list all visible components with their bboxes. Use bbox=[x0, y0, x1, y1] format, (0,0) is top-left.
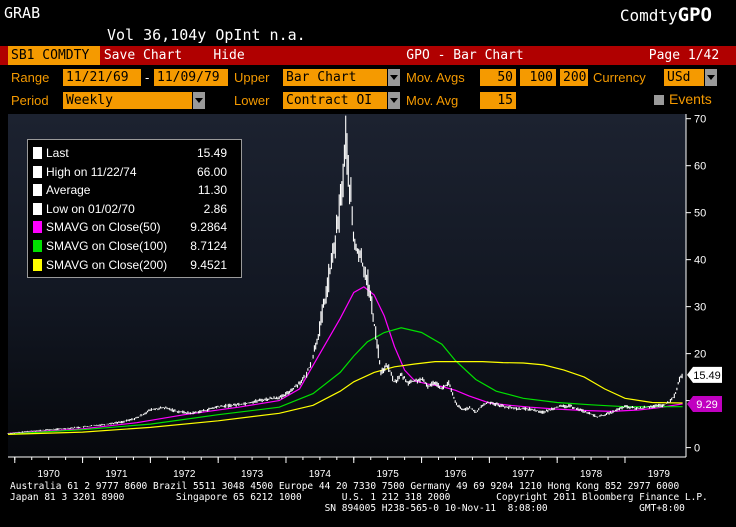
ma-series-line bbox=[7, 286, 683, 435]
y-tick-label: 0 bbox=[694, 443, 700, 455]
chart-legend: Last 15.49 High on 11/22/74 66.00 Average 11.… bbox=[27, 139, 242, 278]
range-label: Range bbox=[11, 70, 50, 85]
currency-label: Currency bbox=[593, 70, 646, 85]
y-tick-label: 20 bbox=[694, 349, 706, 361]
page-indicator: Page 1/42 bbox=[648, 48, 720, 63]
chevron-down-icon[interactable] bbox=[388, 92, 400, 109]
legend-value: 9.4521 bbox=[190, 257, 227, 272]
function-name: ComdtyGPO bbox=[620, 4, 712, 26]
save-chart-button[interactable]: Save Chart bbox=[103, 48, 183, 63]
mov-avg-3-input[interactable]: 200 bbox=[560, 69, 588, 86]
x-tick-label: 1979 bbox=[648, 469, 671, 480]
volume-line: Vol 36,104y OpInt n.a. bbox=[107, 26, 306, 44]
x-tick-label: 1970 bbox=[38, 469, 61, 480]
legend-value: 11.30 bbox=[197, 183, 227, 198]
period-select[interactable]: Weekly bbox=[63, 92, 192, 109]
x-tick-label: 1973 bbox=[241, 469, 264, 480]
legend-label: Last bbox=[46, 146, 69, 160]
mov-avg-label: Mov. Avg bbox=[406, 93, 459, 108]
lower-label: Lower bbox=[234, 93, 270, 108]
footer-line-3: SN 894005 H238-565-0 10-Nov-11 8:08:00 G… bbox=[10, 503, 685, 514]
legend-label: Low on 01/02/70 bbox=[46, 201, 135, 216]
chevron-down-icon[interactable] bbox=[193, 92, 205, 109]
toolbar: Save Chart Hide GPO - Bar Chart Page 1/4… bbox=[0, 46, 736, 65]
upper-chart-select[interactable]: Bar Chart bbox=[283, 69, 387, 86]
legend-label: SMAVG on Close(50) bbox=[46, 220, 161, 235]
range-separator: - bbox=[145, 70, 150, 85]
footer-line-2: Japan 81 3 3201 8900 Singapore 65 6212 1… bbox=[10, 492, 708, 503]
chevron-down-icon[interactable] bbox=[705, 69, 717, 86]
security-title: GRAB bbox=[4, 4, 41, 22]
x-tick-label: 1974 bbox=[309, 469, 332, 480]
legend-value: 2.86 bbox=[203, 201, 227, 216]
legend-swatch bbox=[33, 202, 42, 215]
ma-price-tag bbox=[687, 395, 722, 412]
mov-avg-input[interactable]: 15 bbox=[480, 92, 516, 109]
footer-line-1: Australia 61 2 9777 8600 Brazil 5511 304… bbox=[10, 481, 680, 492]
mov-avgs-label: Mov. Avgs bbox=[406, 70, 465, 85]
legend-label: SMAVG on Close(100) bbox=[46, 239, 168, 253]
range-end-input[interactable]: 11/09/79 bbox=[154, 69, 228, 86]
legend-swatch bbox=[33, 240, 42, 252]
mov-avg-1-input[interactable]: 50 bbox=[480, 69, 516, 86]
legend-label: Average bbox=[46, 183, 91, 198]
last-price-tag bbox=[687, 366, 722, 383]
range-start-input[interactable]: 11/21/69 bbox=[63, 69, 141, 86]
mov-avg-2-input[interactable]: 100 bbox=[520, 69, 556, 86]
lower-chart-select[interactable]: Contract OI bbox=[283, 92, 387, 109]
y-tick-label: 60 bbox=[694, 161, 706, 173]
y-tick-label: 70 bbox=[694, 114, 706, 126]
function-prefix: Comdty bbox=[619, 6, 678, 25]
price-bars bbox=[7, 115, 683, 434]
period-label: Period bbox=[11, 93, 49, 108]
x-tick-label: 1972 bbox=[173, 469, 196, 480]
legend-swatch bbox=[33, 147, 42, 159]
currency-select[interactable]: USd bbox=[664, 69, 704, 86]
x-tick-label: 1975 bbox=[377, 469, 400, 480]
legend-swatch bbox=[33, 184, 42, 197]
legend-swatch bbox=[33, 165, 42, 178]
legend-label: SMAVG on Close(200) bbox=[46, 257, 168, 272]
ticker-field[interactable]: SB1 COMDTY bbox=[8, 46, 100, 65]
legend-value: 9.2864 bbox=[190, 220, 227, 235]
legend-swatch bbox=[33, 221, 42, 234]
ma-price-label: 9.29 bbox=[696, 399, 717, 411]
chart-title: GPO - Bar Chart bbox=[406, 48, 524, 63]
ma-series-line bbox=[7, 361, 683, 435]
last-price-label: 15.49 bbox=[693, 370, 721, 382]
footer-contacts: Australia 61 2 9777 8600 Brazil 5511 304… bbox=[10, 481, 708, 514]
legend-value: 8.7124 bbox=[190, 239, 227, 253]
x-axis bbox=[8, 457, 736, 481]
legend-label: High on 11/22/74 bbox=[46, 164, 137, 179]
events-checkbox[interactable] bbox=[654, 95, 664, 105]
x-tick-label: 1971 bbox=[105, 469, 128, 480]
y-tick-label: 30 bbox=[694, 302, 706, 314]
events-label: Events bbox=[669, 91, 712, 107]
legend-value: 66.00 bbox=[196, 164, 227, 179]
legend-value: 15.49 bbox=[196, 146, 227, 160]
y-tick-label: 50 bbox=[694, 208, 706, 220]
y-tick-label: 40 bbox=[694, 255, 706, 267]
x-tick-label: 1977 bbox=[512, 469, 535, 480]
hide-button[interactable]: Hide bbox=[213, 48, 245, 63]
upper-label: Upper bbox=[234, 70, 270, 85]
legend-swatch bbox=[33, 258, 42, 271]
chevron-down-icon[interactable] bbox=[388, 69, 400, 86]
ma-series-line bbox=[7, 327, 683, 435]
x-tick-label: 1976 bbox=[444, 469, 467, 480]
function-code: GPO bbox=[677, 4, 712, 26]
x-tick-label: 1978 bbox=[580, 469, 603, 480]
